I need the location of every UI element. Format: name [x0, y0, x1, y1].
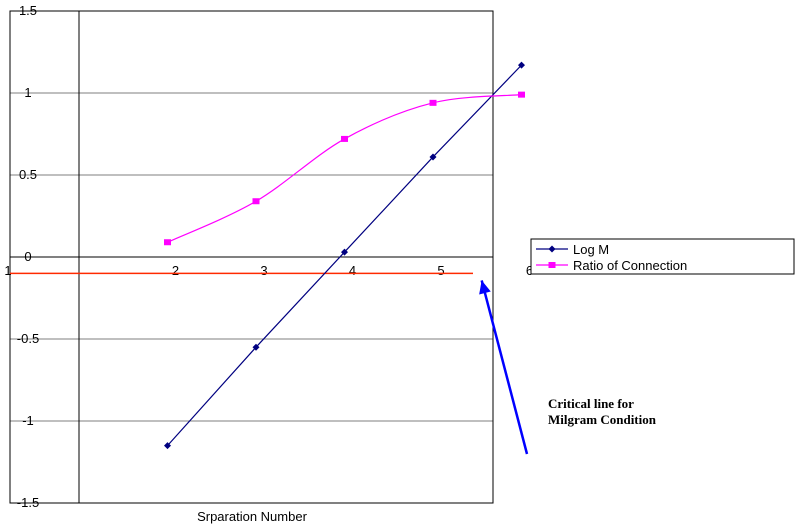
- data-point-diamond: [252, 343, 260, 351]
- y-tick-labels: 1.5 1 0.5 0 -0.5 -1 -1.5: [17, 3, 39, 510]
- annotation-arrow: [480, 280, 529, 455]
- legend-box: [530, 238, 795, 275]
- y-tick-label: 0: [24, 249, 31, 264]
- y-tick-label: -1: [22, 413, 34, 428]
- annotation-text-line-2: Milgram Condition: [548, 412, 657, 427]
- data-point-square: [429, 99, 437, 106]
- data-point-square: [252, 198, 260, 205]
- legend-swatch-marker: [548, 262, 556, 268]
- series-line-1: [167, 94, 522, 243]
- x-axis-title: Srparation Number: [197, 509, 307, 524]
- y-tick-label: 0.5: [19, 167, 37, 182]
- y-tick-label: -0.5: [17, 331, 39, 346]
- x-tick-label: 1: [4, 263, 11, 278]
- data-point-square: [341, 135, 348, 142]
- legend-label: Log M: [573, 242, 609, 257]
- data-point-diamond: [164, 442, 171, 450]
- gridlines: [10, 92, 493, 422]
- x-tick-label: 5: [437, 263, 444, 278]
- legend-swatch-marker: [548, 245, 556, 253]
- x-tick-label: 6: [526, 263, 533, 278]
- annotation-text-line-1: Critical line for: [548, 396, 634, 411]
- x-tick-labels: 1 2 3 4 5 6: [4, 263, 533, 278]
- y-tick-label: 1: [24, 85, 31, 100]
- y-tick-label: -1.5: [17, 495, 39, 510]
- x-tick-label: 3: [260, 263, 267, 278]
- data-point-diamond: [341, 248, 348, 256]
- x-tick-label: 2: [172, 263, 179, 278]
- data-point-square: [164, 239, 171, 246]
- legend-label: Ratio of Connection: [573, 258, 687, 273]
- data-point-diamond: [518, 61, 525, 69]
- data-point-square: [518, 91, 525, 98]
- annotation: Critical line for Milgram Condition: [479, 280, 657, 455]
- annotation-arrowhead: [479, 280, 491, 295]
- series-group: [164, 61, 525, 450]
- x-tick-label: 4: [349, 263, 356, 278]
- data-point-diamond: [429, 153, 437, 161]
- y-tick-label: 1.5: [19, 3, 37, 18]
